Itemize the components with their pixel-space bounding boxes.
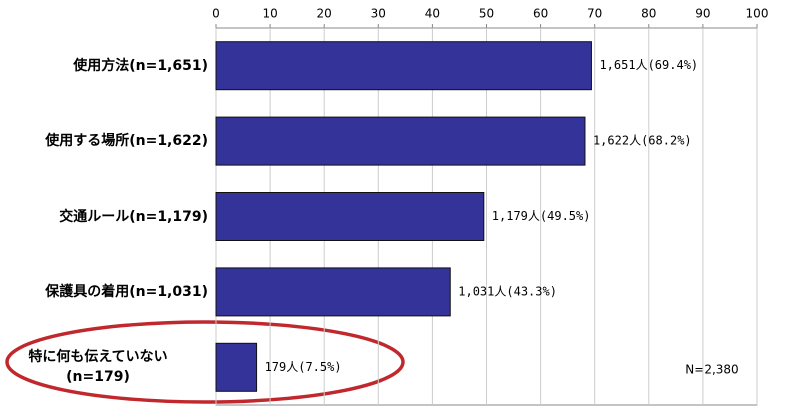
highlight-ellipse xyxy=(5,320,405,404)
value-label: 1,179人(49.5%) xyxy=(492,209,591,223)
x-tick-label: 70 xyxy=(587,7,602,21)
x-tick-label: 50 xyxy=(479,7,494,21)
x-tick-label: 30 xyxy=(371,7,386,21)
y-tick-label: 保護具の着用(n=1,031) xyxy=(45,283,208,300)
y-tick-label: 特に何も伝えていない (n=179) xyxy=(28,349,168,386)
x-tick-label: 40 xyxy=(425,7,440,21)
x-tick-label: 10 xyxy=(262,7,277,21)
x-tick-label: 80 xyxy=(641,7,656,21)
y-tick-label: 使用方法(n=1,651) xyxy=(73,57,208,74)
bar xyxy=(215,116,586,166)
value-label: 1,031人(43.3%) xyxy=(458,284,557,298)
x-tick-label: 60 xyxy=(533,7,548,21)
value-label: 1,651人(69.4%) xyxy=(599,58,698,72)
bar xyxy=(215,342,258,392)
bar xyxy=(215,267,451,317)
value-label: 1,622人(68.2%) xyxy=(593,134,692,148)
x-tick-label: 100 xyxy=(746,7,769,21)
x-tick-label: 90 xyxy=(695,7,710,21)
x-tick-label: 0 xyxy=(212,7,220,21)
y-tick-label: 使用する場所(n=1,622) xyxy=(45,133,208,150)
value-label: 179人(7.5%) xyxy=(265,360,342,374)
annotation: N=2,380 xyxy=(685,363,738,377)
x-tick-label: 20 xyxy=(317,7,332,21)
y-tick-label: 交通ルール(n=1,179) xyxy=(59,208,208,225)
bar xyxy=(215,192,485,241)
bar xyxy=(215,41,592,91)
